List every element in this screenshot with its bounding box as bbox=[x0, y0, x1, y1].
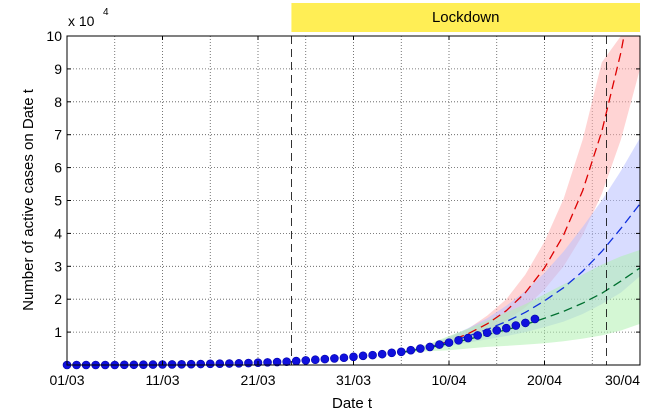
observed-point bbox=[320, 354, 330, 364]
observed-point bbox=[482, 328, 492, 338]
x-axis-ticks: 01/03 11/03 21/03 31/03 10/04 20/04 30/04 bbox=[49, 36, 641, 388]
lockdown-markers bbox=[291, 36, 607, 365]
observed-point bbox=[463, 333, 473, 343]
x-tick-label: 10/04 bbox=[431, 372, 466, 388]
observed-point bbox=[301, 356, 311, 365]
observed-point bbox=[225, 359, 234, 368]
observed-point bbox=[330, 354, 339, 363]
observed-point bbox=[167, 360, 177, 369]
y-tick-label: 6 bbox=[54, 160, 62, 176]
y-tick-label: 1 bbox=[54, 324, 62, 340]
y-tick-label: 10 bbox=[46, 28, 62, 44]
observed-point bbox=[282, 357, 291, 367]
observed-point bbox=[530, 314, 540, 324]
x-axis-label: Date t bbox=[332, 395, 373, 412]
lockdown-bar bbox=[291, 3, 640, 32]
observed-point bbox=[234, 359, 244, 368]
x-tick-label: 21/03 bbox=[240, 372, 275, 388]
y-tick-label: 4 bbox=[54, 225, 62, 241]
observed-point bbox=[521, 318, 530, 328]
y-tick-label: 9 bbox=[54, 61, 62, 77]
y-axis-label: Number of active cases on Date t bbox=[20, 88, 37, 311]
observed-point bbox=[186, 359, 196, 369]
observed-point bbox=[511, 321, 521, 330]
x-tick-label: 31/03 bbox=[336, 372, 371, 388]
confidence-band-3 bbox=[401, 249, 640, 354]
observed-points bbox=[62, 314, 540, 370]
observed-point bbox=[444, 338, 454, 347]
y-exponent-label: x 10 bbox=[68, 13, 95, 29]
observed-point bbox=[473, 331, 482, 340]
lockdown-label: Lockdown bbox=[432, 9, 500, 26]
observed-point bbox=[435, 340, 444, 349]
observed-point bbox=[349, 352, 358, 362]
y-axis-ticks: 1 2 3 4 5 6 7 8 9 10 bbox=[46, 28, 640, 340]
observed-point bbox=[339, 353, 349, 363]
observed-point bbox=[177, 360, 186, 369]
y-exponent-power: 4 bbox=[103, 7, 109, 18]
y-tick-label: 2 bbox=[54, 291, 62, 307]
y-tick-label: 5 bbox=[54, 193, 62, 209]
observed-point bbox=[406, 345, 416, 355]
observed-point bbox=[416, 344, 425, 353]
observed-point bbox=[368, 350, 377, 360]
observed-point bbox=[387, 348, 397, 358]
x-tick-label: 30/04 bbox=[605, 372, 640, 388]
observed-point bbox=[501, 323, 511, 333]
observed-point bbox=[492, 326, 502, 335]
observed-point bbox=[396, 347, 406, 357]
confidence-band-1 bbox=[401, 36, 640, 354]
observed-point bbox=[263, 358, 272, 367]
observed-point bbox=[310, 355, 320, 365]
observed-point bbox=[454, 336, 463, 345]
observed-point bbox=[291, 356, 301, 366]
observed-point bbox=[244, 358, 253, 368]
observed-point bbox=[358, 351, 368, 361]
observed-point bbox=[215, 359, 225, 368]
x-tick-label: 20/04 bbox=[527, 372, 562, 388]
observed-point bbox=[377, 349, 387, 359]
confidence-bands bbox=[401, 36, 640, 354]
x-tick-label: 01/03 bbox=[49, 372, 84, 388]
observed-point bbox=[196, 359, 205, 369]
observed-point bbox=[425, 342, 435, 352]
y-tick-label: 7 bbox=[54, 127, 62, 143]
x-tick-label: 11/03 bbox=[146, 372, 180, 388]
y-tick-label: 3 bbox=[54, 258, 62, 274]
observed-point bbox=[205, 359, 215, 369]
observed-point bbox=[272, 357, 282, 367]
y-tick-label: 8 bbox=[54, 94, 62, 110]
